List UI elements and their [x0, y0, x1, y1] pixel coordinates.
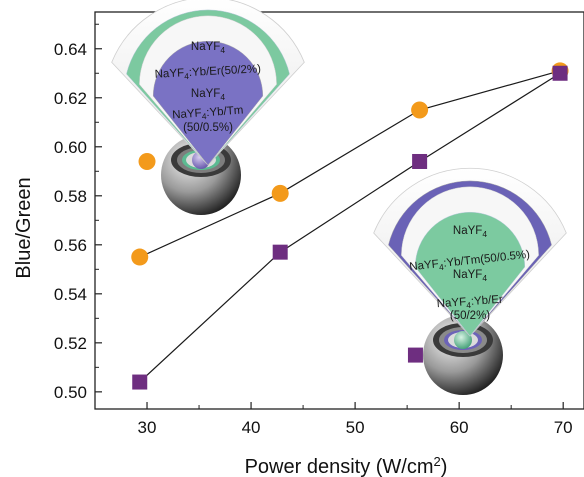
- x-tick-label: 60: [450, 418, 469, 437]
- nanoparticle-sphere-lower: [423, 315, 503, 395]
- inset-upper-layer-4-label: NaYF4:Yb/Tm: [172, 105, 244, 124]
- y-tick-label: 0.58: [54, 187, 87, 206]
- y-tick-label: 0.56: [54, 236, 87, 255]
- inset-diagram-upper: NaYF4 NaYF4:Yb/Er(50/2%) NaYF4 NaYF4:Yb/…: [111, 0, 305, 215]
- shell-fan-lower: [373, 167, 567, 337]
- inset-upper-layer-4-label-line2: (50/0.5%): [183, 122, 233, 134]
- series-1-point: [271, 184, 289, 202]
- series-1-point: [131, 248, 149, 266]
- series-1-point: [411, 101, 429, 119]
- series-2-point: [132, 374, 148, 390]
- y-tick-label: 0.64: [54, 40, 87, 59]
- y-tick-label: 0.54: [54, 285, 87, 304]
- y-axis-title: Blue/Green: [13, 177, 35, 278]
- series-2-point: [407, 347, 423, 363]
- x-tick-label: 40: [242, 418, 261, 437]
- shell-fan-upper: [111, 0, 305, 166]
- inset-lower-layer-3-label: NaYF4: [453, 269, 487, 283]
- inset-upper-layer-2-label: NaYF4:Yb/Er(50/2%): [154, 63, 261, 83]
- inset-upper-layer-3-label: NaYF4: [191, 88, 225, 102]
- series-1-point: [138, 152, 156, 170]
- x-axis-title: Power density (W/cm2): [245, 454, 448, 477]
- y-tick-label: 0.50: [54, 383, 87, 402]
- inset-diagram-lower: NaYF4 NaYF4:Yb/Tm(50/0.5%) NaYF4 NaYF4:Y…: [373, 167, 567, 395]
- y-tick-label: 0.62: [54, 89, 87, 108]
- plot-area-frame: [94, 11, 584, 410]
- series-1-line: [139, 70, 561, 258]
- series-2-line: [139, 72, 561, 383]
- series-2-point: [412, 153, 428, 169]
- series-2-point: [552, 65, 568, 81]
- x-tick-label: 50: [346, 418, 365, 437]
- inset-upper-layer-1-label: NaYF4: [191, 41, 225, 55]
- inset-lower-layer-4-label-line2: (50/2%): [450, 310, 490, 322]
- y-tick-label: 0.60: [54, 138, 87, 157]
- x-tick-label: 70: [554, 418, 573, 437]
- inset-lower-layer-4-label: NaYF4:Yb/Er: [436, 294, 503, 313]
- y-tick-label: 0.52: [54, 334, 87, 353]
- inset-lower-layer-1-label: NaYF4: [453, 225, 487, 239]
- x-tick-label: 30: [138, 418, 157, 437]
- series-2-point: [272, 244, 288, 260]
